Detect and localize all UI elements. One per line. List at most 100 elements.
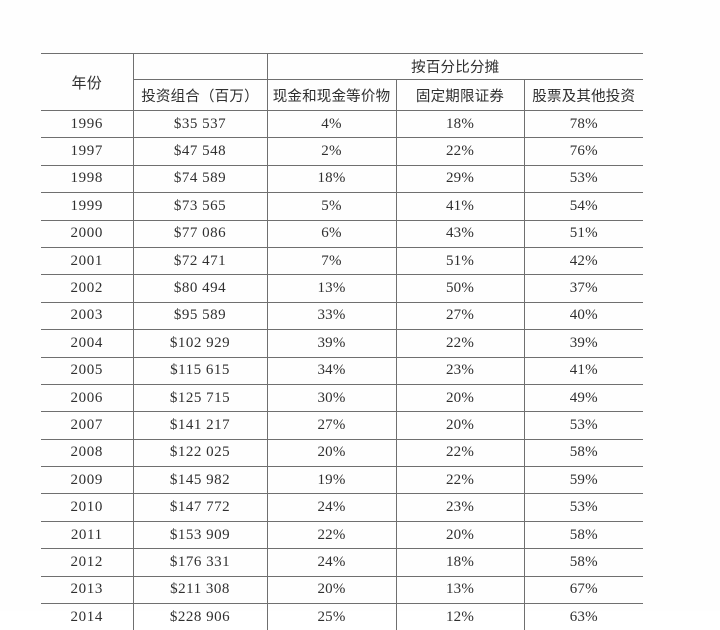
cell-equity: 63% [524, 604, 643, 630]
column-header-portfolio: 投资组合（百万） [133, 80, 267, 111]
cell-year: 2008 [41, 439, 133, 466]
cell-year: 2012 [41, 549, 133, 576]
cell-equity: 53% [524, 494, 643, 521]
column-group-header-percentage: 按百分比分摊 [267, 54, 643, 80]
cell-portfolio: $73 565 [133, 193, 267, 220]
cell-year: 2010 [41, 494, 133, 521]
cell-portfolio: $147 772 [133, 494, 267, 521]
cell-portfolio: $211 308 [133, 576, 267, 603]
cell-fixed: 20% [396, 521, 524, 548]
cell-fixed: 22% [396, 439, 524, 466]
cell-portfolio: $141 217 [133, 412, 267, 439]
cell-portfolio: $122 025 [133, 439, 267, 466]
cell-cash: 18% [267, 165, 396, 192]
cell-cash: 20% [267, 439, 396, 466]
cell-year: 2001 [41, 247, 133, 274]
cell-year: 2011 [41, 521, 133, 548]
cell-portfolio: $80 494 [133, 275, 267, 302]
cell-portfolio: $145 982 [133, 467, 267, 494]
cell-equity: 59% [524, 467, 643, 494]
cell-cash: 27% [267, 412, 396, 439]
cell-cash: 20% [267, 576, 396, 603]
cell-year: 2013 [41, 576, 133, 603]
cell-year: 1998 [41, 165, 133, 192]
table-header: 年份 按百分比分摊 投资组合（百万） 现金和现金等价物 固定期限证券 股票及其他… [41, 54, 643, 111]
document-page: 年份 按百分比分摊 投资组合（百万） 现金和现金等价物 固定期限证券 股票及其他… [0, 0, 720, 611]
cell-fixed: 20% [396, 384, 524, 411]
cell-fixed: 27% [396, 302, 524, 329]
cell-fixed: 20% [396, 412, 524, 439]
cell-fixed: 18% [396, 111, 524, 138]
cell-year: 2002 [41, 275, 133, 302]
cell-year: 2014 [41, 604, 133, 630]
cell-equity: 58% [524, 549, 643, 576]
cell-cash: 24% [267, 494, 396, 521]
cell-fixed: 51% [396, 247, 524, 274]
cell-portfolio: $228 906 [133, 604, 267, 630]
cell-portfolio: $35 537 [133, 111, 267, 138]
cell-portfolio: $77 086 [133, 220, 267, 247]
cell-fixed: 43% [396, 220, 524, 247]
cell-equity: 51% [524, 220, 643, 247]
cell-equity: 40% [524, 302, 643, 329]
cell-cash: 2% [267, 138, 396, 165]
cell-fixed: 50% [396, 275, 524, 302]
cell-portfolio: $176 331 [133, 549, 267, 576]
cell-year: 1996 [41, 111, 133, 138]
column-header-fixed-maturity: 固定期限证券 [396, 80, 524, 111]
cell-year: 2005 [41, 357, 133, 384]
cell-fixed: 22% [396, 138, 524, 165]
cell-cash: 34% [267, 357, 396, 384]
cell-fixed: 22% [396, 330, 524, 357]
cell-equity: 67% [524, 576, 643, 603]
cell-cash: 30% [267, 384, 396, 411]
cell-cash: 25% [267, 604, 396, 630]
cell-fixed: 12% [396, 604, 524, 630]
cell-cash: 4% [267, 111, 396, 138]
cell-year: 2009 [41, 467, 133, 494]
cell-portfolio: $102 929 [133, 330, 267, 357]
cell-equity: 42% [524, 247, 643, 274]
cell-fixed: 41% [396, 193, 524, 220]
cell-year: 2004 [41, 330, 133, 357]
cell-portfolio: $74 589 [133, 165, 267, 192]
cell-portfolio: $153 909 [133, 521, 267, 548]
cell-cash: 7% [267, 247, 396, 274]
column-header-cash: 现金和现金等价物 [267, 80, 396, 111]
cell-equity: 37% [524, 275, 643, 302]
cell-equity: 54% [524, 193, 643, 220]
column-header-equity-other: 股票及其他投资 [524, 80, 643, 111]
cell-year: 1997 [41, 138, 133, 165]
header-spacer-portfolio [133, 54, 267, 80]
cell-fixed: 23% [396, 357, 524, 384]
header-row-top: 年份 按百分比分摊 [41, 54, 643, 80]
cell-equity: 41% [524, 357, 643, 384]
cell-cash: 22% [267, 521, 396, 548]
cell-cash: 5% [267, 193, 396, 220]
cell-cash: 39% [267, 330, 396, 357]
cell-fixed: 18% [396, 549, 524, 576]
cell-year: 2007 [41, 412, 133, 439]
cell-equity: 39% [524, 330, 643, 357]
cell-equity: 58% [524, 521, 643, 548]
cell-equity: 76% [524, 138, 643, 165]
cell-cash: 6% [267, 220, 396, 247]
cell-fixed: 23% [396, 494, 524, 521]
cell-year: 2006 [41, 384, 133, 411]
cell-year: 2003 [41, 302, 133, 329]
cell-equity: 49% [524, 384, 643, 411]
cell-year: 2000 [41, 220, 133, 247]
